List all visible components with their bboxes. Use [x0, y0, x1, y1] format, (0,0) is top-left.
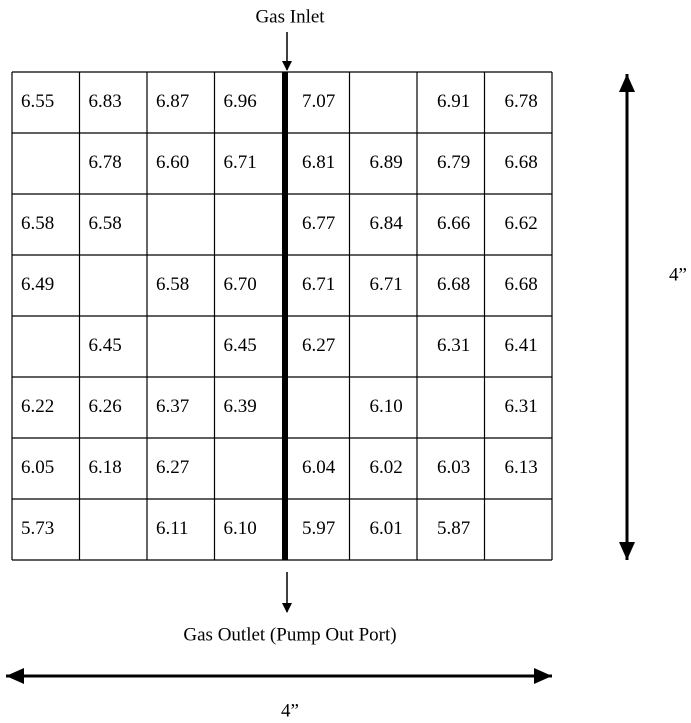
cell-value: 6.05	[21, 457, 54, 478]
cell-value: 6.83	[89, 91, 122, 112]
cell-value: 6.58	[21, 213, 54, 234]
cell-value: 6.58	[156, 274, 189, 295]
cell-value: 6.27	[302, 335, 335, 356]
cell-value: 6.11	[156, 518, 189, 539]
outlet-label: Gas Outlet (Pump Out Port)	[183, 624, 396, 645]
width-label: 4”	[281, 700, 299, 721]
cell-value: 5.87	[437, 518, 470, 539]
grid: 6.55 6.83 6.87 6.96 7.07 6.91 6.78 6.78 6.60 6.71…	[11, 71, 553, 561]
cell-value: 6.10	[370, 396, 403, 417]
cell-value: 6.01	[370, 518, 403, 539]
height-label: 4”	[669, 264, 687, 285]
cell-value: 6.60	[156, 152, 189, 173]
cell-value: 5.73	[21, 518, 54, 539]
cell-value: 6.41	[505, 335, 538, 356]
cell-value: 6.78	[505, 91, 538, 112]
cell-value: 6.04	[302, 457, 336, 478]
cell-value: 5.97	[302, 518, 335, 539]
cell-value: 6.91	[437, 91, 470, 112]
cell-value: 6.68	[505, 152, 538, 173]
cell-value: 6.71	[302, 274, 335, 295]
cell-value: 6.66	[437, 213, 470, 234]
cell-value: 6.03	[437, 457, 470, 478]
inlet-label: Gas Inlet	[255, 6, 325, 27]
cell-value: 6.89	[370, 152, 403, 173]
cell-value: 6.96	[224, 91, 257, 112]
cell-value: 6.70	[224, 274, 257, 295]
cell-value: 6.45	[224, 335, 257, 356]
cell-value: 6.31	[437, 335, 470, 356]
cell-value: 6.49	[21, 274, 54, 295]
cell-value: 6.68	[505, 274, 538, 295]
cell-value: 6.55	[21, 91, 54, 112]
cell-value: 6.02	[370, 457, 403, 478]
cell-value: 6.10	[224, 518, 257, 539]
cell-value: 6.81	[302, 152, 335, 173]
cell-value: 6.31	[505, 396, 538, 417]
cell-value: 6.27	[156, 457, 189, 478]
cell-value: 6.71	[224, 152, 257, 173]
cell-value: 6.78	[89, 152, 122, 173]
cell-value: 6.71	[370, 274, 403, 295]
cell-value: 6.77	[302, 213, 335, 234]
cell-value: 6.18	[89, 457, 122, 478]
cell-value: 6.45	[89, 335, 122, 356]
cell-value: 6.37	[156, 396, 189, 417]
cell-value: 6.62	[505, 213, 538, 234]
cell-value: 6.84	[370, 213, 404, 234]
cell-value: 7.07	[302, 91, 335, 112]
cell-value: 6.87	[156, 91, 189, 112]
cell-value: 6.39	[224, 396, 257, 417]
cell-value: 6.13	[505, 457, 538, 478]
cell-value: 6.79	[437, 152, 470, 173]
cell-value: 6.22	[21, 396, 54, 417]
cell-value: 6.58	[89, 213, 122, 234]
cell-value: 6.26	[89, 396, 122, 417]
cell-value: 6.68	[437, 274, 470, 295]
